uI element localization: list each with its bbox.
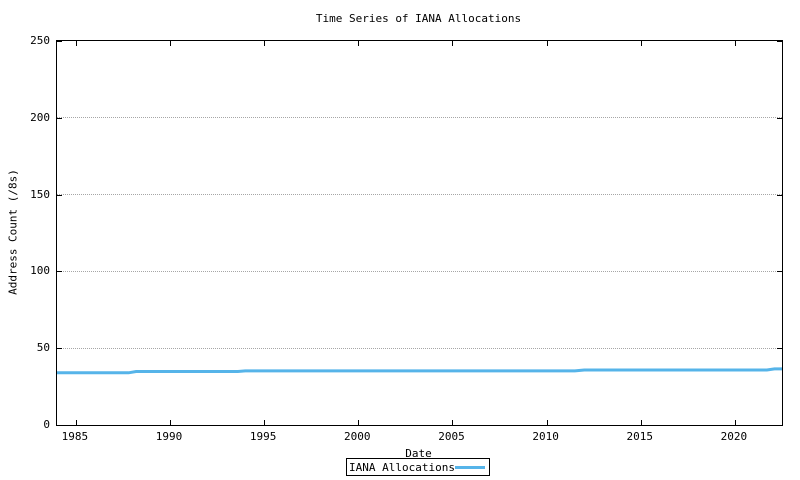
y-tick-label: 0	[43, 418, 50, 431]
y-tick-label: 250	[30, 34, 50, 47]
y-tick-mark	[777, 41, 782, 42]
x-tick-label: 2015	[626, 430, 654, 443]
gridline	[57, 194, 782, 196]
plot-area	[56, 40, 783, 426]
x-tick-mark	[358, 41, 360, 46]
y-tick-label: 150	[30, 187, 50, 201]
x-tick-mark	[452, 41, 454, 46]
y-tick-label: 50	[36, 341, 50, 355]
x-axis-label: Date	[405, 447, 432, 460]
x-tick-mark	[640, 420, 642, 425]
x-tick-mark	[546, 420, 548, 425]
y-tick-mark	[57, 194, 62, 196]
y-tick-mark	[57, 425, 62, 426]
y-tick-mark	[57, 271, 62, 273]
x-tick-mark	[734, 41, 736, 46]
gridline	[57, 117, 782, 119]
x-tick-label: 1995	[249, 430, 277, 443]
x-tick-mark	[169, 41, 171, 46]
x-tick-mark	[358, 420, 360, 425]
y-tick-mark	[777, 271, 782, 273]
legend-line-swatch	[455, 465, 485, 469]
x-tick-mark	[169, 420, 171, 425]
iana-allocations-line	[57, 367, 782, 375]
x-tick-label: 2000	[344, 430, 371, 443]
x-tick-mark	[75, 41, 77, 46]
x-tick-label: 1990	[155, 430, 183, 443]
gridline	[57, 270, 782, 272]
x-tick-mark	[734, 420, 736, 425]
y-tick-label: 100	[30, 264, 50, 278]
x-tick-label: 1985	[61, 430, 89, 443]
y-tick-mark	[57, 41, 62, 42]
x-tick-label: 2005	[438, 430, 465, 443]
x-tick-mark	[264, 420, 266, 425]
y-tick-mark	[777, 117, 782, 119]
gridline	[57, 347, 782, 349]
x-tick-mark	[640, 41, 642, 46]
x-tick-label: 2010	[532, 430, 559, 443]
x-tick-label: 2020	[720, 430, 748, 443]
y-tick-label: 200	[30, 110, 50, 124]
x-tick-mark	[452, 420, 454, 425]
y-tick-mark	[777, 425, 782, 426]
legend-box: IANA Allocations	[346, 458, 490, 476]
y-tick-mark	[777, 194, 782, 196]
chart-title: Time Series of IANA Allocations	[315, 12, 522, 25]
x-tick-mark	[546, 41, 548, 46]
y-tick-mark	[57, 348, 62, 350]
x-tick-mark	[75, 420, 77, 425]
y-tick-mark	[777, 348, 782, 350]
legend-label: IANA Allocations	[349, 460, 455, 474]
y-tick-mark	[57, 117, 62, 119]
x-tick-mark	[264, 41, 266, 46]
